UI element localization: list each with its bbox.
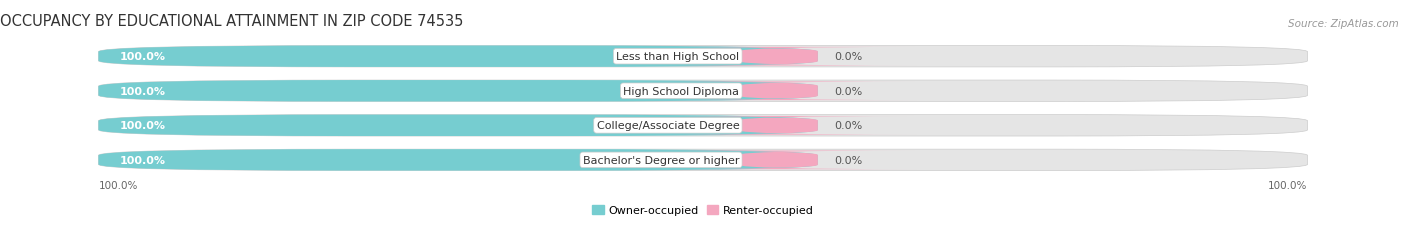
Text: 100.0%: 100.0% <box>98 180 138 190</box>
FancyBboxPatch shape <box>641 82 917 101</box>
Text: High School Diploma: High School Diploma <box>623 86 740 96</box>
FancyBboxPatch shape <box>641 48 917 66</box>
Text: 100.0%: 100.0% <box>120 52 166 62</box>
Text: 100.0%: 100.0% <box>120 121 166 131</box>
FancyBboxPatch shape <box>98 115 1308 137</box>
Legend: Owner-occupied, Renter-occupied: Owner-occupied, Renter-occupied <box>588 200 818 219</box>
FancyBboxPatch shape <box>98 149 1308 171</box>
Text: 100.0%: 100.0% <box>120 86 166 96</box>
Text: OCCUPANCY BY EDUCATIONAL ATTAINMENT IN ZIP CODE 74535: OCCUPANCY BY EDUCATIONAL ATTAINMENT IN Z… <box>0 14 464 29</box>
FancyBboxPatch shape <box>98 149 818 171</box>
FancyBboxPatch shape <box>98 46 1308 68</box>
Text: 100.0%: 100.0% <box>1268 180 1308 190</box>
FancyBboxPatch shape <box>98 115 818 137</box>
Text: 100.0%: 100.0% <box>120 155 166 165</box>
Text: 0.0%: 0.0% <box>835 155 863 165</box>
FancyBboxPatch shape <box>98 81 1308 102</box>
FancyBboxPatch shape <box>641 116 917 135</box>
Text: College/Associate Degree: College/Associate Degree <box>596 121 740 131</box>
FancyBboxPatch shape <box>641 151 917 170</box>
Text: Bachelor's Degree or higher: Bachelor's Degree or higher <box>582 155 740 165</box>
Text: 0.0%: 0.0% <box>835 52 863 62</box>
Text: 0.0%: 0.0% <box>835 121 863 131</box>
Text: Source: ZipAtlas.com: Source: ZipAtlas.com <box>1288 18 1399 28</box>
FancyBboxPatch shape <box>98 46 818 68</box>
FancyBboxPatch shape <box>98 81 818 102</box>
Text: 0.0%: 0.0% <box>835 86 863 96</box>
Text: Less than High School: Less than High School <box>616 52 740 62</box>
